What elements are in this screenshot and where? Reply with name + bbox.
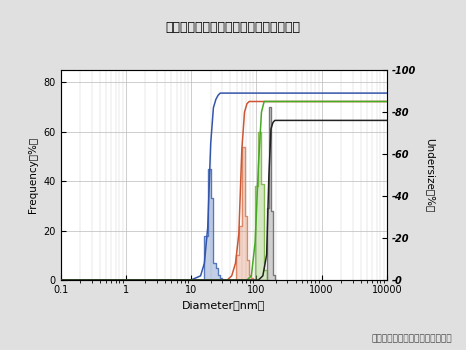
Y-axis label: Undersize（%）: Undersize（%）: [425, 138, 435, 212]
X-axis label: Diameter（nm）: Diameter（nm）: [182, 300, 265, 310]
Text: データ提供：（株）堀場製作所様: データ提供：（株）堀場製作所様: [371, 334, 452, 343]
Y-axis label: Frequency（%）: Frequency（%）: [28, 137, 38, 213]
Text: 遠心処理後の各バンドの粒子径測定結果: 遠心処理後の各バンドの粒子径測定結果: [165, 21, 301, 34]
